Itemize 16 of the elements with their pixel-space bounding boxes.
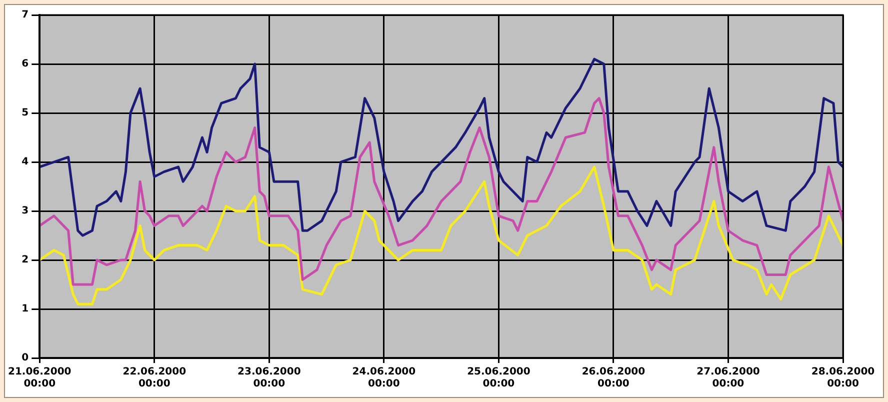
y-tick-label: 3 xyxy=(22,206,29,217)
y-tick-label: 6 xyxy=(22,58,29,70)
x-tick-label: 21.06.2000 00:00 xyxy=(8,366,72,390)
x-tick-label: 26.06.2000 00:00 xyxy=(582,366,646,390)
y-tick-label: 1 xyxy=(22,304,29,315)
y-tick-label: 2 xyxy=(22,254,29,266)
x-tick-label: 24.06.2000 00:00 xyxy=(352,366,416,390)
x-tick-label: 25.06.2000 00:00 xyxy=(467,366,530,390)
y-tick-label: 7 xyxy=(22,10,29,21)
x-tick-label: 23.06.2000 00:00 xyxy=(238,366,301,390)
y-tick-label: 4 xyxy=(22,156,29,168)
y-tick-label: 0 xyxy=(22,352,29,364)
x-tick-label: 22.06.2000 00:00 xyxy=(122,366,186,390)
x-tick-label: 27.06.2000 00:00 xyxy=(696,366,760,390)
x-tick-label: 28.06.2000 00:00 xyxy=(811,366,875,390)
y-tick-label: 5 xyxy=(22,108,29,119)
